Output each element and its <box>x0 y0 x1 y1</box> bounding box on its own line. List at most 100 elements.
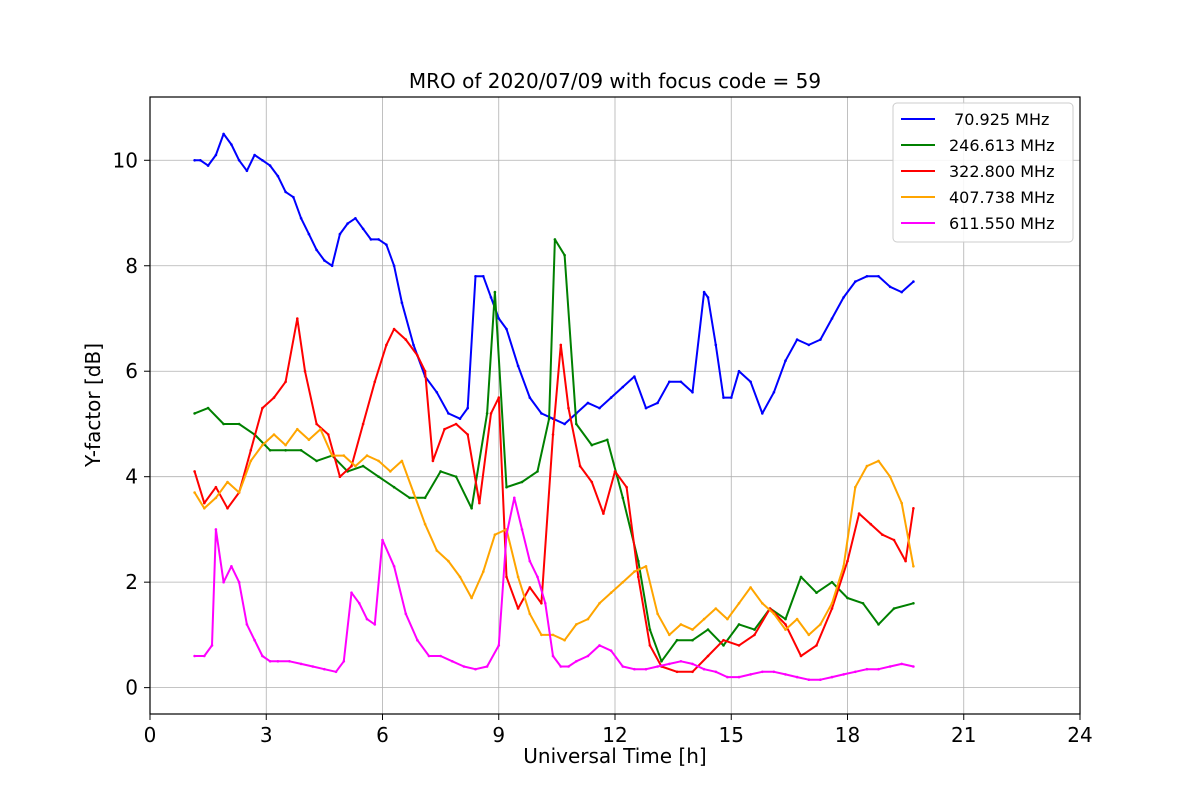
data-point <box>226 480 229 484</box>
data-point <box>644 406 648 410</box>
data-point <box>489 296 493 299</box>
x-tick-label: 12 <box>602 723 627 747</box>
data-point <box>633 570 636 573</box>
data-point <box>551 433 555 436</box>
data-point <box>644 667 648 671</box>
data-point <box>795 338 799 341</box>
data-point <box>772 670 776 674</box>
data-point <box>268 449 272 452</box>
data-point <box>691 638 694 642</box>
data-point <box>888 665 892 668</box>
data-point <box>737 369 741 373</box>
series-line <box>194 132 915 425</box>
data-point <box>753 633 756 637</box>
data-point <box>478 501 481 505</box>
data-point <box>493 290 497 294</box>
data-point <box>528 559 532 563</box>
data-point <box>598 406 601 410</box>
data-point <box>830 580 834 584</box>
data-point <box>540 633 543 637</box>
data-point <box>482 570 485 573</box>
data-point <box>249 449 253 452</box>
data-point <box>575 660 578 663</box>
data-point <box>865 275 869 278</box>
data-point <box>276 660 280 663</box>
data-point <box>474 667 477 671</box>
data-point <box>303 369 307 373</box>
data-point <box>466 433 470 436</box>
x-tick-label: 24 <box>1067 723 1092 747</box>
legend-label: 246.613 MHz <box>949 136 1054 155</box>
data-point <box>296 317 299 320</box>
data-point <box>567 406 570 410</box>
data-point <box>222 422 225 426</box>
data-point <box>714 670 718 674</box>
data-point <box>857 512 861 515</box>
data-point <box>299 217 303 220</box>
data-point <box>830 317 834 320</box>
data-point <box>737 675 741 679</box>
chart-title: MRO of 2020/07/09 with focus code = 59 <box>409 69 821 93</box>
data-point <box>423 496 427 500</box>
data-point <box>222 132 225 136</box>
data-point <box>489 412 493 415</box>
data-point <box>237 422 241 426</box>
data-point <box>214 485 218 489</box>
data-point <box>706 628 710 631</box>
data-point <box>900 290 903 294</box>
data-point <box>668 633 671 637</box>
data-point <box>284 380 287 384</box>
data-point <box>237 491 241 494</box>
data-point <box>462 665 466 668</box>
data-point <box>485 665 489 668</box>
x-axis-label: Universal Time [h] <box>523 744 706 768</box>
y-tick-label: 4 <box>125 465 138 489</box>
data-point <box>493 533 497 536</box>
data-point <box>451 660 454 663</box>
data-point <box>807 678 811 681</box>
legend-item: 70.925 MHz <box>901 110 1049 129</box>
data-point <box>222 580 225 584</box>
data-point <box>210 644 214 647</box>
data-point <box>454 422 458 426</box>
data-point <box>807 343 811 347</box>
data-point <box>412 343 415 347</box>
data-point <box>392 327 396 331</box>
data-point <box>458 575 462 579</box>
legend-item: 611.550 MHz <box>901 214 1054 233</box>
data-point <box>230 143 233 146</box>
data-point <box>714 607 718 610</box>
data-point <box>609 396 613 399</box>
data-point <box>714 343 718 347</box>
data-point <box>284 443 287 447</box>
data-point <box>547 417 551 421</box>
data-point <box>753 628 756 631</box>
data-point <box>439 654 442 658</box>
data-point <box>691 670 694 674</box>
data-point <box>361 464 365 468</box>
data-point <box>795 675 799 679</box>
data-point <box>540 602 543 605</box>
data-point <box>299 449 303 452</box>
data-point <box>377 475 380 479</box>
data-point <box>330 264 334 268</box>
data-point <box>656 401 659 405</box>
y-tick-label: 10 <box>113 148 138 172</box>
data-point <box>726 617 729 621</box>
data-point <box>261 159 264 162</box>
data-point <box>586 401 590 405</box>
data-point <box>203 654 206 658</box>
data-point <box>497 396 501 399</box>
data-point <box>784 617 787 621</box>
data-point <box>369 238 373 241</box>
data-point <box>203 507 206 510</box>
data-point <box>900 501 903 505</box>
data-point <box>431 459 435 463</box>
data-point <box>365 617 369 621</box>
data-point <box>892 538 896 542</box>
data-point <box>307 438 311 442</box>
data-point <box>675 670 679 674</box>
data-point <box>377 238 380 241</box>
data-point <box>578 464 582 468</box>
